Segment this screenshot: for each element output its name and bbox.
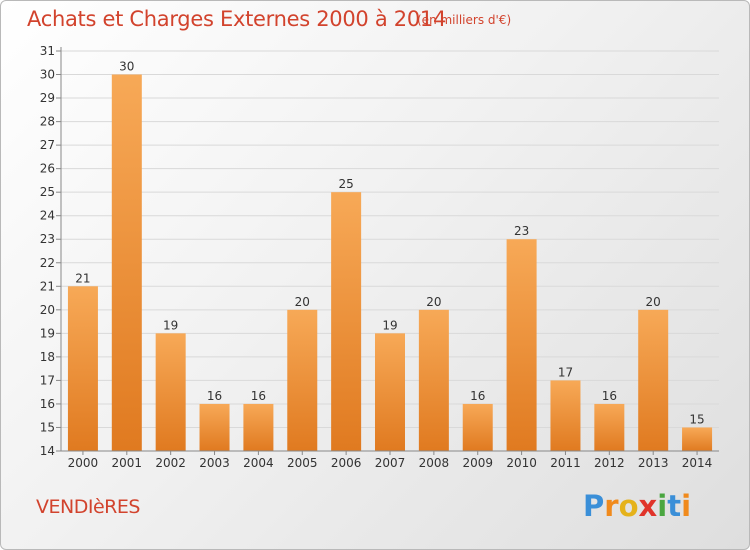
logo-letter: t xyxy=(667,489,682,523)
commune-name: VENDIèRES xyxy=(36,496,140,518)
bar-2010 xyxy=(506,239,537,451)
x-tick-label: 2004 xyxy=(243,456,274,470)
y-tick-label: 19 xyxy=(40,326,55,340)
data-label-2007: 19 xyxy=(382,318,397,332)
bars: 21 30 19 16 16 20 25 19 20 16 23 17 16 20 15 xyxy=(67,60,713,452)
bar-2002 xyxy=(155,333,186,451)
y-tick-label: 26 xyxy=(40,162,55,176)
x-tick-label: 2008 xyxy=(419,456,450,470)
y-tick-label: 25 xyxy=(40,185,55,199)
y-tick-label: 17 xyxy=(40,373,55,387)
axes: 14 15 16 17 18 19 20 21 22 23 24 25 26 27 28 29 30 31 2000… xyxy=(40,44,719,470)
data-label-2008: 20 xyxy=(426,295,441,309)
data-label-2003: 16 xyxy=(207,389,222,403)
x-tick-label: 2006 xyxy=(331,456,362,470)
y-tick-label: 23 xyxy=(40,232,55,246)
x-tick-label: 2010 xyxy=(506,456,537,470)
y-tick-label: 22 xyxy=(40,256,55,270)
y-tick-label: 15 xyxy=(40,420,55,434)
bar-2003 xyxy=(199,403,230,451)
y-tick-label: 20 xyxy=(40,303,55,317)
y-tick-label: 14 xyxy=(40,444,55,458)
logo-letter: P xyxy=(583,489,605,523)
data-label-2011: 17 xyxy=(558,365,573,379)
bar-2011 xyxy=(550,380,581,451)
y-tick-label: 18 xyxy=(40,350,55,364)
x-tick-label: 2014 xyxy=(682,456,713,470)
bar-2012 xyxy=(594,403,625,451)
data-label-2001: 30 xyxy=(119,60,134,74)
data-label-2005: 20 xyxy=(295,295,310,309)
data-label-2009: 16 xyxy=(470,389,485,403)
y-tick-label: 29 xyxy=(40,91,55,105)
data-label-2012: 16 xyxy=(602,389,617,403)
data-label-2014: 15 xyxy=(689,412,704,426)
data-label-2013: 20 xyxy=(646,295,661,309)
data-label-2010: 23 xyxy=(514,224,529,238)
y-tick-label: 21 xyxy=(40,279,55,293)
x-tick-label: 2005 xyxy=(287,456,318,470)
logo-letter: x xyxy=(638,489,658,523)
data-label-2002: 19 xyxy=(163,318,178,332)
bar-2013 xyxy=(638,309,669,451)
chart-title: Achats et Charges Externes 2000 à 2014 xyxy=(27,7,447,31)
x-tick-label: 2009 xyxy=(462,456,493,470)
x-tick-label: 2001 xyxy=(112,456,143,470)
bar-2000 xyxy=(67,286,98,451)
y-tick-label: 27 xyxy=(40,138,55,152)
y-tick-label: 28 xyxy=(40,115,55,129)
x-tick-label: 2002 xyxy=(155,456,186,470)
x-tick-label: 2011 xyxy=(550,456,581,470)
bar-2006 xyxy=(331,192,362,452)
data-label-2006: 25 xyxy=(338,177,353,191)
y-tick-label: 30 xyxy=(40,68,55,82)
x-tick-label: 2003 xyxy=(199,456,230,470)
bar-2004 xyxy=(243,403,274,451)
x-tick-label: 2000 xyxy=(68,456,99,470)
logo-letter: i xyxy=(681,489,692,523)
logo-letter: r xyxy=(604,489,619,523)
y-tick-label: 24 xyxy=(40,209,55,223)
logo-letter: o xyxy=(618,489,639,523)
bar-2009 xyxy=(462,403,493,451)
proxiti-logo: Proxiti xyxy=(583,489,691,523)
bar-2005 xyxy=(287,309,318,451)
chart-subtitle: (en milliers d'€) xyxy=(417,13,512,27)
bar-2007 xyxy=(375,333,405,451)
bar-2008 xyxy=(418,309,449,451)
data-label-2000: 21 xyxy=(75,271,90,285)
x-tick-label: 2013 xyxy=(638,456,669,470)
bar-2014 xyxy=(682,427,713,451)
y-tick-label: 31 xyxy=(40,44,55,58)
bar-2001 xyxy=(111,74,142,451)
data-label-2004: 16 xyxy=(251,389,266,403)
y-tick-label: 16 xyxy=(40,397,55,411)
x-tick-label: 2007 xyxy=(375,456,406,470)
x-tick-label: 2012 xyxy=(594,456,625,470)
logo-letter: i xyxy=(657,489,668,523)
